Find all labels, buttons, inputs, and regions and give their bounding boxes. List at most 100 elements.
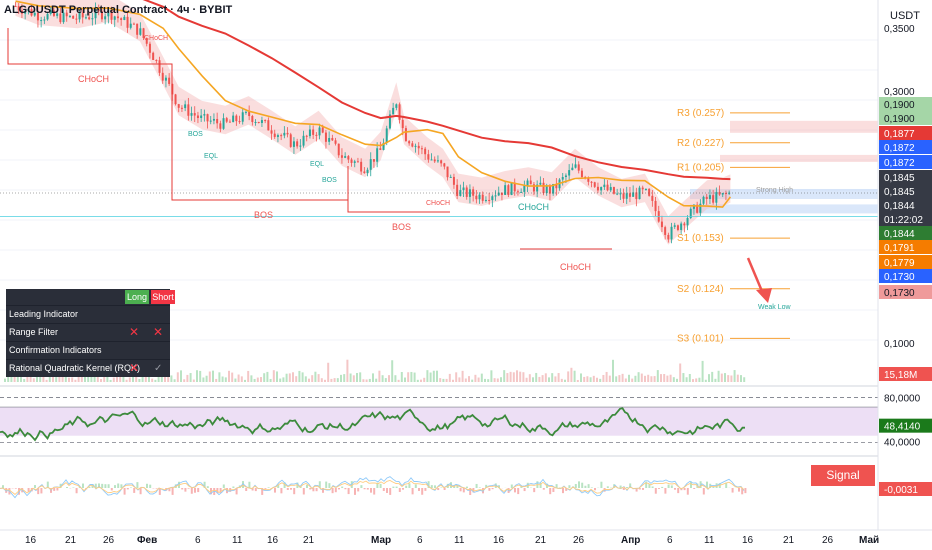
candle-body (158, 60, 161, 73)
volume-bar (378, 370, 381, 382)
macd-histogram-bar (693, 488, 696, 489)
candle-body (46, 13, 49, 20)
volume-bar (176, 372, 179, 382)
macd-histogram-bar (344, 488, 347, 490)
candle-body (91, 18, 94, 20)
candle-body (340, 155, 343, 158)
candle-body (78, 12, 81, 20)
candle-body (206, 114, 209, 122)
macd-histogram-bar (322, 488, 324, 493)
candle-body (516, 191, 519, 193)
macd-histogram-bar (392, 486, 395, 488)
choch-label: CHoCH (78, 74, 109, 84)
volume-bar (308, 378, 310, 382)
long-status-icon: ✕ (129, 325, 140, 339)
volume-bar (170, 375, 173, 382)
macd-histogram-bar (184, 488, 187, 492)
candle-body (299, 145, 302, 147)
macd-histogram-bar (312, 488, 315, 492)
price-label-box (879, 97, 932, 111)
macd-histogram-bar (590, 487, 593, 488)
macd-histogram-bar (411, 488, 414, 495)
volume-bar (528, 374, 531, 382)
choch-label: CHoCH (144, 35, 168, 42)
candle-body (286, 132, 289, 135)
volume-bar (516, 370, 518, 382)
time-tick-label: 21 (303, 535, 315, 546)
macd-signal-line (0, 480, 745, 495)
candle-body (145, 37, 148, 44)
candle-body (667, 234, 670, 240)
volume-bar (487, 379, 490, 382)
time-tick-label: 21 (535, 535, 547, 546)
volume-bar (186, 374, 189, 382)
price-label: 0,1872 (884, 158, 915, 169)
macd-histogram-bar (555, 484, 558, 488)
candle-body (510, 182, 513, 195)
macd-histogram-bar (146, 483, 148, 488)
macd-histogram-bar (434, 485, 436, 488)
macd-histogram-bar (651, 486, 654, 488)
macd-value-label: -0,0031 (884, 485, 918, 496)
weak-low-label: Weak Low (758, 304, 791, 311)
candle-body (43, 19, 46, 21)
signal-table: Long Short Leading Indicator Range Filte… (6, 289, 175, 377)
candle-body (270, 130, 273, 134)
macd-histogram-bar (360, 485, 363, 488)
candle-body (718, 192, 721, 195)
volume-bar (413, 372, 416, 382)
volume-bar (522, 372, 525, 382)
macd-histogram-bar (581, 482, 584, 488)
candle-body (177, 104, 180, 108)
candle-body (107, 9, 110, 17)
macd-histogram-bar (139, 488, 142, 495)
macd-histogram-bar (158, 488, 161, 495)
volume-bar (362, 379, 365, 382)
candle-body (27, 9, 30, 11)
candle-body (542, 182, 545, 194)
candle-body (564, 175, 567, 178)
volume-bar (240, 376, 243, 382)
candle-body (267, 120, 270, 131)
macd-histogram-bar (46, 481, 49, 488)
candle-body (129, 23, 132, 28)
macd-histogram-bar (552, 488, 555, 492)
macd-histogram-bar (40, 488, 43, 494)
candle-body (360, 161, 363, 172)
macd-histogram-bar (686, 488, 689, 495)
candle-body (17, 6, 20, 11)
candle-body (481, 194, 484, 201)
price-label: 0,1900 (884, 114, 915, 125)
macd-histogram-bar (267, 487, 270, 488)
macd-histogram-bar (347, 488, 350, 495)
macd-histogram-bar (203, 481, 206, 488)
candle-body (702, 196, 705, 204)
volume-bar (263, 373, 266, 382)
volume-bar (26, 375, 29, 382)
candle-body (491, 196, 494, 201)
volume-bar (381, 375, 384, 382)
candle-body (433, 159, 436, 162)
choch-label: CHoCH (426, 200, 450, 207)
candle-body (545, 186, 548, 194)
candle-body (699, 203, 702, 213)
volume-bar (637, 372, 640, 382)
macd-histogram-bar (341, 486, 344, 488)
candle-body (478, 194, 481, 200)
macd-histogram-bar (491, 488, 494, 490)
volume-bar (336, 378, 339, 382)
macd-histogram-bar (658, 488, 660, 489)
macd-histogram-bar (280, 488, 283, 494)
volume-bar (253, 378, 256, 382)
candle-body (94, 9, 97, 19)
candle-body (212, 118, 215, 121)
candle-body (126, 16, 129, 28)
macd-histogram-bar (437, 488, 440, 491)
candle-body (488, 199, 491, 201)
candle-body (347, 156, 350, 160)
candle-body (580, 170, 583, 178)
volume-bar (647, 374, 650, 382)
macd-histogram-bar (706, 481, 708, 488)
candle-body (113, 16, 116, 20)
